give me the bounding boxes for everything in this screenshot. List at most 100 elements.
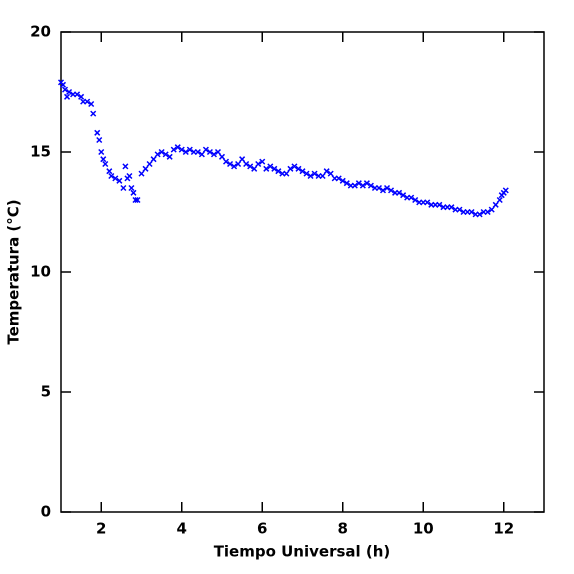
data-point	[88, 100, 95, 108]
data-point	[154, 151, 161, 158]
data-point	[412, 196, 419, 204]
data-point	[367, 182, 374, 189]
data-point	[186, 146, 193, 153]
data-point	[78, 93, 85, 100]
data-point	[484, 208, 491, 216]
data-point	[174, 144, 181, 151]
data-point	[146, 160, 153, 168]
data-point	[283, 170, 290, 177]
plot-frame	[60, 31, 545, 513]
data-point	[307, 172, 314, 180]
data-point	[424, 199, 431, 206]
data-point	[64, 93, 71, 100]
data-point	[166, 153, 173, 160]
data-point	[116, 177, 123, 184]
data-point	[287, 165, 294, 172]
y-tick-label: 10	[30, 263, 51, 281]
data-point	[291, 163, 298, 170]
data-point	[94, 129, 101, 136]
data-point	[106, 168, 113, 175]
data-point	[327, 170, 334, 177]
data-point	[178, 146, 185, 153]
x-tick-label: 2	[96, 520, 106, 538]
data-point	[243, 160, 250, 168]
data-point	[488, 206, 495, 213]
data-point	[239, 156, 246, 163]
data-point	[476, 211, 483, 218]
data-point	[134, 196, 141, 204]
data-point	[319, 172, 326, 180]
y-tick-label: 5	[41, 383, 51, 401]
data-point	[436, 201, 443, 208]
data-point	[375, 184, 383, 192]
data-point	[100, 156, 107, 163]
data-point	[182, 148, 189, 156]
x-tick-label: 6	[257, 520, 267, 538]
data-point	[170, 146, 177, 153]
data-point	[259, 158, 266, 165]
data-point	[202, 146, 209, 153]
data-point	[194, 148, 201, 156]
y-tick-label: 0	[41, 503, 51, 521]
data-point	[235, 160, 242, 168]
x-axis-label: Tiempo Universal (h)	[214, 543, 391, 561]
data-point	[255, 160, 262, 168]
data-point	[108, 172, 115, 180]
x-tick-label: 10	[413, 520, 434, 538]
data-point	[299, 168, 306, 175]
data-point	[66, 88, 73, 96]
data-point	[98, 148, 105, 156]
data-point	[198, 151, 205, 158]
data-point	[218, 153, 226, 160]
y-tick-label: 20	[30, 23, 51, 41]
data-point	[468, 208, 475, 216]
data-point	[138, 170, 145, 177]
data-point	[343, 180, 350, 187]
data-point	[456, 206, 463, 213]
data-point	[263, 165, 270, 172]
data-point	[323, 168, 330, 175]
data-point	[388, 187, 395, 194]
data-point	[96, 136, 103, 144]
data-point	[158, 148, 165, 156]
y-tick-label: 15	[30, 143, 51, 161]
data-point	[122, 163, 129, 170]
data-point	[120, 184, 127, 192]
data-point	[214, 148, 222, 156]
data-point	[351, 182, 358, 189]
data-point	[59, 81, 67, 88]
data-point	[206, 148, 213, 156]
data-point	[303, 170, 310, 177]
data-point	[396, 189, 403, 196]
data-point	[102, 160, 109, 168]
data-point	[379, 187, 387, 194]
data-point	[150, 156, 157, 163]
data-point	[295, 165, 302, 172]
data-point	[251, 165, 258, 172]
data-point	[126, 172, 133, 180]
data-point	[210, 151, 217, 158]
data-point	[74, 91, 81, 98]
data-point	[383, 184, 391, 192]
data-point	[355, 180, 362, 187]
data-point	[132, 196, 139, 204]
data-point	[162, 151, 169, 158]
data-point	[502, 187, 509, 194]
data-point	[227, 160, 234, 168]
data-point	[492, 201, 499, 208]
data-point	[112, 175, 119, 182]
data-point	[84, 98, 91, 105]
data-point	[408, 194, 415, 201]
data-point	[231, 163, 238, 170]
data-point	[130, 189, 137, 196]
data-point	[128, 184, 135, 192]
data-point	[400, 192, 407, 199]
data-point	[142, 165, 149, 172]
data-point	[339, 177, 346, 184]
data-point	[448, 204, 455, 211]
y-axis-label: Temperatura (°C)	[5, 199, 23, 344]
data-point	[496, 196, 503, 204]
data-point	[271, 165, 278, 172]
data-point	[359, 182, 366, 189]
